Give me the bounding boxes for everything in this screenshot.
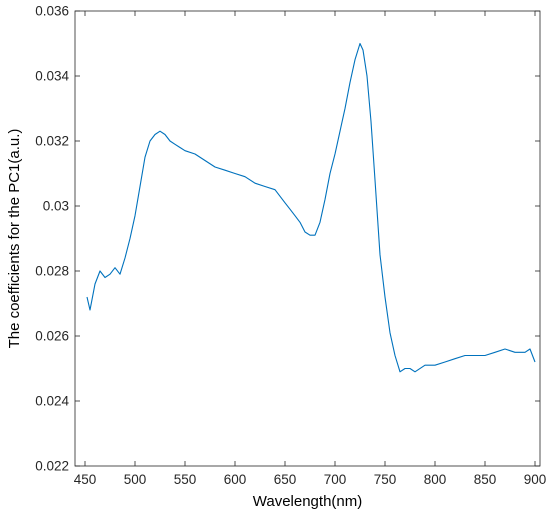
x-axis: 450 500 550 600 650 700 750 800 850 900 <box>74 11 547 487</box>
y-tick-label: 0.032 <box>35 134 69 149</box>
y-axis-label: The coefficients for the PC1(a.u.) <box>6 129 23 349</box>
y-tick-label: 0.028 <box>35 264 69 279</box>
x-tick-label: 800 <box>424 472 447 487</box>
x-axis-label: Wavelength(nm) <box>253 493 362 510</box>
x-tick-label: 900 <box>524 472 547 487</box>
axes-box <box>74 10 541 467</box>
x-tick-label: 600 <box>224 472 247 487</box>
y-tick-label: 0.03 <box>43 199 69 214</box>
x-tick-label: 500 <box>124 472 147 487</box>
y-tick-label: 0.036 <box>35 4 69 19</box>
x-tick-label: 700 <box>324 472 347 487</box>
y-tick-label: 0.034 <box>35 69 69 84</box>
x-tick-label: 650 <box>274 472 297 487</box>
x-tick-label: 750 <box>374 472 397 487</box>
y-tick-label: 0.024 <box>35 394 69 409</box>
series-line <box>86 42 536 373</box>
y-axis: 0.022 0.024 0.026 0.028 0.03 0.032 0.034 0.036 <box>35 4 540 474</box>
x-tick-label: 850 <box>474 472 497 487</box>
y-tick-label: 0.026 <box>35 329 69 344</box>
x-tick-label: 550 <box>174 472 197 487</box>
plot-area <box>86 42 536 373</box>
x-tick-label: 450 <box>74 472 97 487</box>
y-tick-label: 0.022 <box>35 459 69 474</box>
axes-frame <box>74 10 541 467</box>
